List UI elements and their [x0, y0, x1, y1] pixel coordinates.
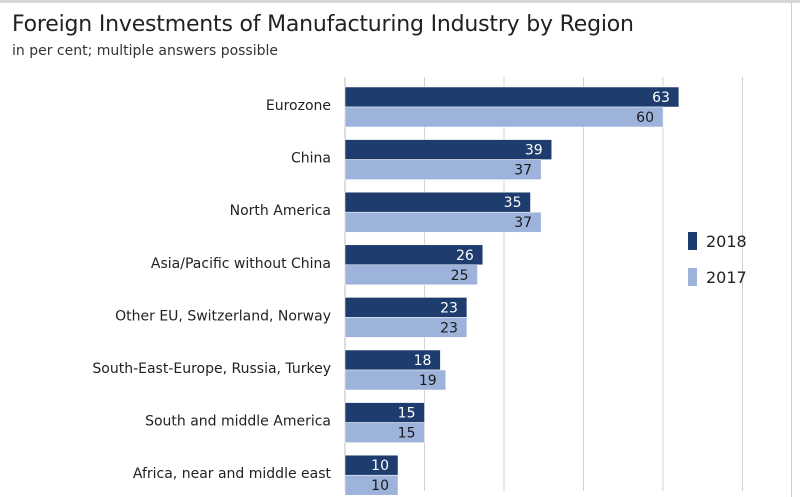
legend-swatch-2018 [688, 232, 697, 250]
bar-2017 [344, 106, 664, 128]
chart-title: Foreign Investments of Manufacturing Ind… [12, 12, 634, 37]
bar-2018 [344, 191, 531, 213]
data-label: 23 [440, 300, 458, 316]
chart-subtitle: in per cent; multiple answers possible [12, 43, 279, 59]
data-label: 35 [504, 195, 522, 211]
legend-swatch-2017 [688, 268, 697, 286]
category-label: Africa, near and middle east [133, 466, 332, 482]
data-label: 18 [414, 353, 432, 369]
data-label: 60 [636, 110, 654, 126]
category-label: Eurozone [266, 98, 331, 114]
bar-2018 [344, 139, 552, 160]
data-label: 15 [398, 406, 416, 422]
category-label: South and middle America [145, 414, 331, 430]
data-label: 10 [371, 478, 389, 494]
bar-2018 [344, 86, 680, 108]
legend-label: 2018 [706, 232, 747, 251]
data-label: 25 [451, 268, 469, 284]
data-label: 63 [652, 90, 670, 106]
bar-2017 [344, 474, 399, 496]
data-label: 10 [371, 458, 389, 474]
data-label: 19 [419, 373, 437, 389]
data-label: 37 [514, 215, 532, 231]
bar-2017 [344, 317, 468, 338]
data-label: 39 [525, 143, 543, 159]
top-border [0, 0, 800, 3]
bar-2017 [344, 422, 425, 443]
category-label: China [291, 151, 331, 167]
bar-2017 [344, 211, 542, 233]
right-border [791, 0, 792, 497]
category-label: Other EU, Switzerland, Norway [115, 308, 331, 324]
category-label: Asia/Pacific without China [151, 256, 331, 272]
data-label: 26 [456, 248, 474, 264]
data-label: 15 [398, 426, 416, 442]
bar-2017 [344, 264, 478, 286]
bar-2017 [344, 159, 542, 180]
legend-label: 2017 [706, 268, 747, 287]
data-label: 37 [514, 163, 532, 179]
category-label: North America [230, 203, 331, 219]
data-label: 23 [440, 320, 458, 336]
bar-2017 [344, 369, 446, 391]
category-label: South-East-Europe, Russia, Turkey [92, 361, 331, 377]
